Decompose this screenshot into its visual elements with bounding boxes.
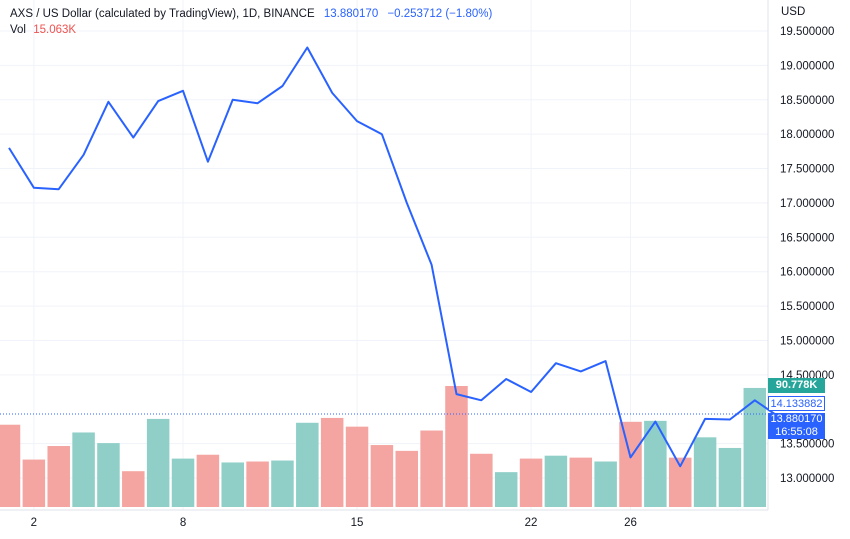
volume-bar — [296, 422, 319, 507]
last-price-tag: 13.880170 16:55:08 — [768, 413, 825, 439]
price-axis: 19.500000 19.000000 18.500000 18.000000 17.5… — [780, 26, 834, 485]
chart-legend: AXS / US Dollar (calculated by TradingVi… — [10, 6, 492, 38]
volume-bar — [718, 447, 742, 507]
volume-bar — [519, 458, 543, 507]
volume-bar — [693, 437, 717, 507]
volume-bar — [544, 455, 568, 507]
volume-series — [0, 386, 767, 507]
legend-volume-row: Vol 15.063K — [10, 22, 492, 38]
volume-bar — [594, 461, 617, 507]
volume-bar — [395, 450, 419, 507]
volume-bar — [445, 386, 468, 507]
x-tick-label: 26 — [624, 517, 637, 529]
symbol-title[interactable]: AXS / US Dollar (calculated by TradingVi… — [10, 8, 315, 20]
y-tick-label: 15.000000 — [780, 335, 834, 347]
volume-bar — [619, 421, 642, 507]
x-tick-label: 8 — [180, 517, 186, 529]
price-series — [0, 46, 781, 468]
y-tick-label: 18.500000 — [780, 95, 834, 107]
time-axis: 2 8 15 22 26 — [31, 517, 637, 529]
y-tick-label: 13.000000 — [780, 473, 834, 485]
y-tick-label: 19.500000 — [780, 26, 834, 38]
volume-bar — [494, 472, 518, 507]
y-tick-label: 13.500000 — [780, 439, 834, 451]
x-tick-label: 22 — [525, 517, 538, 529]
currency-label[interactable]: USD — [781, 6, 806, 18]
volume-price-tag: 90.778K — [768, 378, 825, 393]
y-tick-label: 18.000000 — [780, 129, 834, 141]
countdown-timer: 16:55:08 — [775, 426, 818, 438]
price-line — [8, 46, 781, 468]
volume-bar — [246, 461, 269, 507]
volume-bar — [146, 418, 170, 507]
volume-bar — [171, 458, 195, 507]
price-change-value: −0.253712 (−1.80%) — [387, 8, 493, 20]
legend-symbol-row: AXS / US Dollar (calculated by TradingVi… — [10, 6, 492, 22]
volume-bar — [221, 462, 244, 507]
volume-bar — [345, 426, 369, 507]
previous-close-tag: 14.133882 — [768, 396, 825, 411]
volume-bar — [22, 459, 46, 507]
volume-bar — [370, 445, 394, 507]
volume-bar — [122, 471, 145, 507]
volume-value: 15.063K — [33, 24, 77, 36]
volume-bar — [0, 424, 21, 507]
volume-bar — [470, 453, 493, 507]
volume-bar — [271, 460, 294, 507]
volume-bar — [72, 432, 95, 507]
y-tick-label: 16.000000 — [780, 267, 834, 279]
volume-bar — [320, 417, 344, 507]
last-price-tag-value: 13.880170 — [770, 413, 823, 425]
last-price-value: 13.880170 — [323, 8, 379, 20]
y-tick-label: 16.500000 — [780, 232, 834, 244]
x-tick-label: 15 — [351, 517, 364, 529]
y-tick-label: 17.000000 — [780, 198, 834, 210]
volume-label[interactable]: Vol — [10, 24, 26, 36]
volume-bar — [668, 457, 692, 507]
y-tick-label: 15.500000 — [780, 301, 834, 313]
volume-bar — [743, 387, 767, 507]
volume-bar — [196, 454, 220, 507]
x-tick-label: 2 — [31, 517, 37, 529]
volume-bar — [644, 420, 667, 507]
volume-bar — [97, 443, 120, 507]
y-tick-label: 17.500000 — [780, 164, 834, 176]
y-tick-label: 19.000000 — [780, 60, 834, 72]
volume-bar — [47, 446, 70, 507]
volume-bar — [569, 457, 593, 507]
volume-bar — [420, 430, 443, 507]
